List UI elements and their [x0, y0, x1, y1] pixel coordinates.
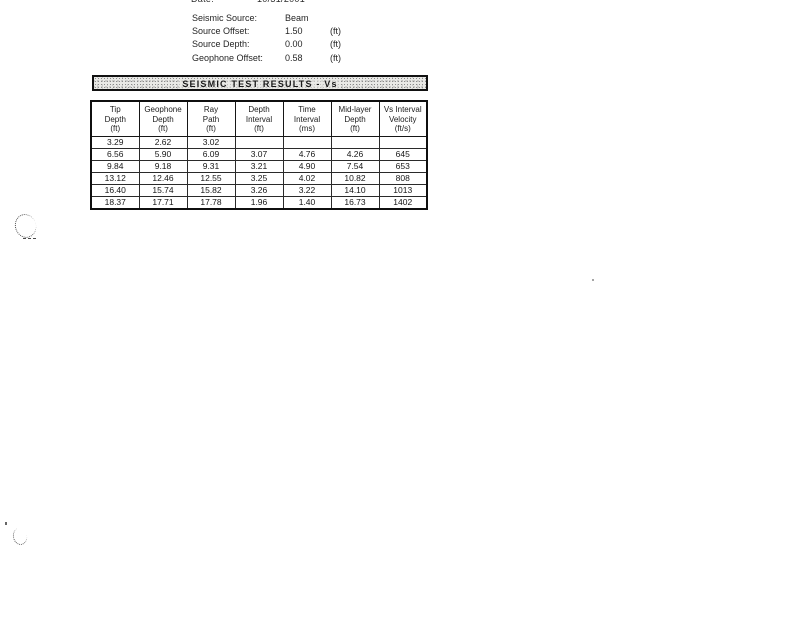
table-cell [378, 135, 428, 149]
info-label: Seismic Source: [192, 13, 258, 23]
table-cell: 653 [378, 159, 428, 173]
table-cell: 1.96 [234, 195, 284, 209]
table-cell: 17.71 [138, 195, 188, 209]
table-cell: 9.18 [138, 159, 188, 173]
header-row: Tip Depth (ft) Geophone Depth (ft) Ray Path (ft)… [90, 100, 428, 137]
table-row: 16.40 15.74 15.82 3.26 3.22 14.10 1013 [90, 183, 428, 197]
table-row: 6.56 5.90 6.09 3.07 4.76 4.26 645 [90, 147, 428, 161]
results-table-header: Tip Depth (ft) Geophone Depth (ft) Ray Path (ft)… [90, 100, 428, 137]
table-cell: 1013 [378, 183, 428, 197]
table-cell: 3.07 [234, 147, 284, 161]
info-label: Source Depth: [192, 39, 250, 50]
table-cell [330, 135, 380, 149]
scan-artifact-tick [5, 522, 7, 525]
table-cell: 12.46 [138, 171, 188, 185]
table-cell: 3.02 [186, 135, 236, 149]
table-cell: 4.26 [330, 147, 380, 161]
table-cell: 12.55 [186, 171, 236, 185]
table-cell: 13.12 [90, 171, 140, 185]
table-cell: 3.26 [234, 183, 284, 197]
section-banner-title: SEISMIC TEST RESULTS - Vs [179, 79, 341, 89]
source-info-block: Seismic Source: Beam Source Offset: 1.50 (f… [192, 12, 422, 65]
scan-artifact-speck [592, 279, 594, 281]
info-row-source-offset: Source Offset: 1.50 (ft) [192, 25, 422, 38]
date-value: 10/31/2001 [257, 0, 305, 4]
info-value: 1.50 [285, 26, 303, 37]
results-table-body: 3.29 2.62 3.02 6.56 5.90 6.09 3.07 4.76 4.26 645 9… [90, 135, 428, 209]
info-value: 0.00 [285, 39, 303, 50]
info-row-source-depth: Source Depth: 0.00 (ft) [192, 38, 422, 51]
header-cell: Geophone Depth (ft) [138, 100, 188, 137]
table-cell: 14.10 [330, 183, 380, 197]
scan-artifact-paren [11, 526, 29, 547]
table-cell: 15.82 [186, 183, 236, 197]
info-label: Geophone Offset: [192, 52, 263, 63]
table-cell: 3.29 [90, 135, 140, 149]
table-cell: 3.21 [234, 159, 284, 173]
header-cell: Tip Depth (ft) [90, 100, 140, 137]
truncated-date-line: Date:10/31/2001 [191, 0, 411, 6]
table-cell: 15.74 [138, 183, 188, 197]
table-cell: 16.40 [90, 183, 140, 197]
table-row: 3.29 2.62 3.02 [90, 135, 428, 149]
table-cell: 4.76 [282, 147, 332, 161]
date-label: Date: [191, 0, 257, 4]
table-cell: 5.90 [138, 147, 188, 161]
info-value: 0.58 [285, 52, 303, 63]
table-cell: 7.54 [330, 159, 380, 173]
table-cell: 4.90 [282, 159, 332, 173]
info-unit: (ft) [330, 26, 341, 37]
header-cell: Vs Interval Velocity (ft/s) [378, 100, 428, 137]
info-unit: (ft) [330, 39, 341, 50]
table-cell: 9.84 [90, 159, 140, 173]
scan-artifact-tail [23, 238, 36, 239]
table-cell: 18.37 [90, 195, 140, 209]
table-cell: 2.62 [138, 135, 188, 149]
info-row-seismic-source: Seismic Source: Beam [192, 12, 422, 25]
header-cell: Time Interval (ms) [282, 100, 332, 137]
scan-artifact-curve [11, 211, 40, 241]
table-cell: 1402 [378, 195, 428, 209]
table-cell: 4.02 [282, 171, 332, 185]
table-cell: 3.25 [234, 171, 284, 185]
table-row: 13.12 12.46 12.55 3.25 4.02 10.82 808 [90, 171, 428, 185]
info-value: Beam [285, 13, 309, 23]
table-row: 18.37 17.71 17.78 1.96 1.40 16.73 1402 [90, 195, 428, 209]
info-row-geophone-offset: Geophone Offset: 0.58 (ft) [192, 52, 422, 65]
table-cell: 6.56 [90, 147, 140, 161]
results-table: Tip Depth (ft) Geophone Depth (ft) Ray Path (ft)… [90, 100, 428, 210]
header-cell: Depth Interval (ft) [234, 100, 284, 137]
info-unit: (ft) [330, 52, 341, 63]
table-cell: 645 [378, 147, 428, 161]
table-cell: 3.22 [282, 183, 332, 197]
table-cell [234, 135, 284, 149]
section-banner: SEISMIC TEST RESULTS - Vs [92, 75, 428, 91]
header-cell: Ray Path (ft) [186, 100, 236, 137]
table-cell: 6.09 [186, 147, 236, 161]
table-row: 9.84 9.18 9.31 3.21 4.90 7.54 653 [90, 159, 428, 173]
table-cell: 9.31 [186, 159, 236, 173]
table-cell: 17.78 [186, 195, 236, 209]
table-cell: 1.40 [282, 195, 332, 209]
header-cell: Mid-layer Depth (ft) [330, 100, 380, 137]
table-cell: 10.82 [330, 171, 380, 185]
table-cell: 16.73 [330, 195, 380, 209]
table-cell [282, 135, 332, 149]
info-label: Source Offset: [192, 26, 250, 37]
table-cell: 808 [378, 171, 428, 185]
